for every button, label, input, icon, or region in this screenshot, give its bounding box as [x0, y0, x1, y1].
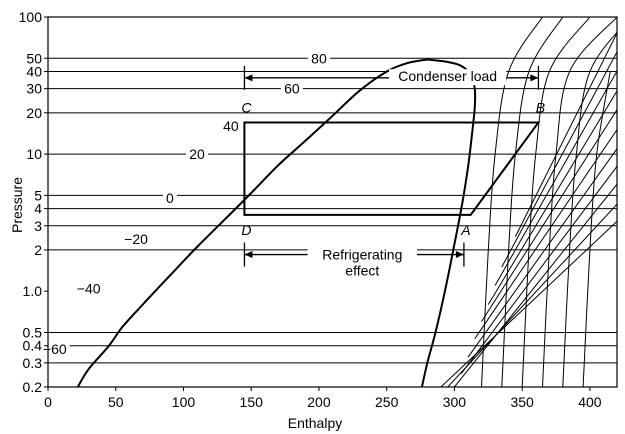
x-tick-label: 350: [510, 394, 534, 410]
saturated-vapor-line: [420, 58, 477, 387]
y-tick-label: 5: [34, 187, 42, 203]
isotherm-label: −20: [124, 231, 148, 247]
y-tick-label: 4: [34, 201, 42, 217]
annotation-text: Condenser load: [398, 68, 497, 84]
entropy-line: [487, 90, 617, 305]
isotherm-label: 40: [223, 118, 239, 134]
entropy-lines: [440, 32, 617, 387]
x-tick-label: 0: [44, 394, 52, 410]
cycle-point-D: D: [241, 222, 251, 238]
isotherm-label-bg: [39, 339, 70, 356]
isotherm-label: −40: [77, 280, 101, 296]
y-tick-label: 0.5: [23, 324, 43, 340]
x-tick-label: 300: [443, 394, 467, 410]
annotation-bg: [307, 247, 418, 264]
isotherm-labels: 80 60 40 20 0 −20 −40 −60: [39, 49, 330, 357]
x-tick-label: 100: [172, 394, 196, 410]
annotation-text: Refrigerating: [322, 247, 402, 263]
entropy-line: [494, 70, 617, 286]
y-tick-label: 0.3: [23, 355, 43, 371]
y-tick-label: 20: [26, 105, 42, 121]
y-axis-title: Pressure: [9, 177, 25, 233]
cycle-path: [243, 121, 541, 216]
isotherm-label: 60: [284, 81, 300, 97]
isotherm-label: 0: [166, 190, 174, 206]
entropy-line: [447, 203, 617, 387]
x-tick-label: 50: [108, 394, 124, 410]
cycle-point-A: A: [460, 222, 470, 238]
superheat-curve: [521, 17, 591, 387]
saturated-liquid-line: [76, 58, 428, 387]
annotation-bg: [389, 69, 507, 86]
y-tick-label: 10: [26, 146, 42, 162]
entropy-line: [514, 32, 617, 237]
arrow-head: [244, 251, 253, 259]
x-axis-title: Enthalpy: [288, 415, 342, 431]
isotherm-label: 80: [311, 50, 327, 66]
entropy-line: [440, 220, 617, 387]
entropy-line: [467, 147, 617, 358]
cycle-point-C: C: [241, 99, 252, 115]
isotherm-label: 20: [189, 146, 205, 162]
y-tick-label: 0.2: [23, 379, 43, 395]
isotherm-label-bg: [162, 188, 177, 205]
isotherm-label-bg: [186, 145, 209, 162]
isotherm-label-bg: [307, 49, 330, 66]
superheat-curve: [542, 17, 617, 387]
isotherm-label-bg: [219, 117, 242, 134]
isotherm-label: −60: [43, 341, 67, 357]
saturation-dome: [76, 58, 477, 387]
superheat-curve: [481, 17, 543, 387]
entropy-line: [474, 128, 617, 339]
y-tick-label: 2: [34, 242, 42, 258]
isotherm-label-bg: [121, 230, 152, 247]
cycle-point-labels: A B C D: [241, 99, 545, 237]
annotation-text: effect: [345, 263, 379, 279]
entropy-line: [454, 183, 617, 387]
arrow-head: [455, 251, 464, 259]
y-tick-label: 1.0: [23, 283, 43, 299]
y-tick-label: 50: [26, 50, 42, 66]
y-tick-label: 30: [26, 81, 42, 97]
x-axis-ticks: 0 50 100 150 200 250 300 350 400: [44, 387, 602, 410]
x-tick-label: 200: [307, 394, 331, 410]
x-tick-label: 250: [375, 394, 399, 410]
x-tick-label: 400: [578, 394, 602, 410]
arrow-head: [530, 74, 539, 82]
superheat-curve: [582, 71, 611, 387]
x-tick-label: 150: [240, 394, 264, 410]
refrigeration-cycle: [243, 121, 541, 216]
entropy-line: [481, 108, 617, 322]
y-tick-label: 100: [19, 9, 43, 25]
y-tick-label: 3: [34, 218, 42, 234]
cycle-point-B: B: [536, 99, 545, 115]
isotherm-label-bg: [73, 279, 104, 296]
entropy-line: [501, 50, 617, 268]
arrow-head: [244, 74, 253, 82]
entropy-line: [460, 165, 617, 375]
y-tick-label: 0.4: [23, 338, 43, 354]
isotherm-label-bg: [280, 79, 303, 96]
superheat-curve: [501, 17, 564, 387]
annotation-bg: [334, 263, 390, 280]
plot-frame: [47, 16, 618, 388]
y-tick-label: 40: [26, 64, 42, 80]
